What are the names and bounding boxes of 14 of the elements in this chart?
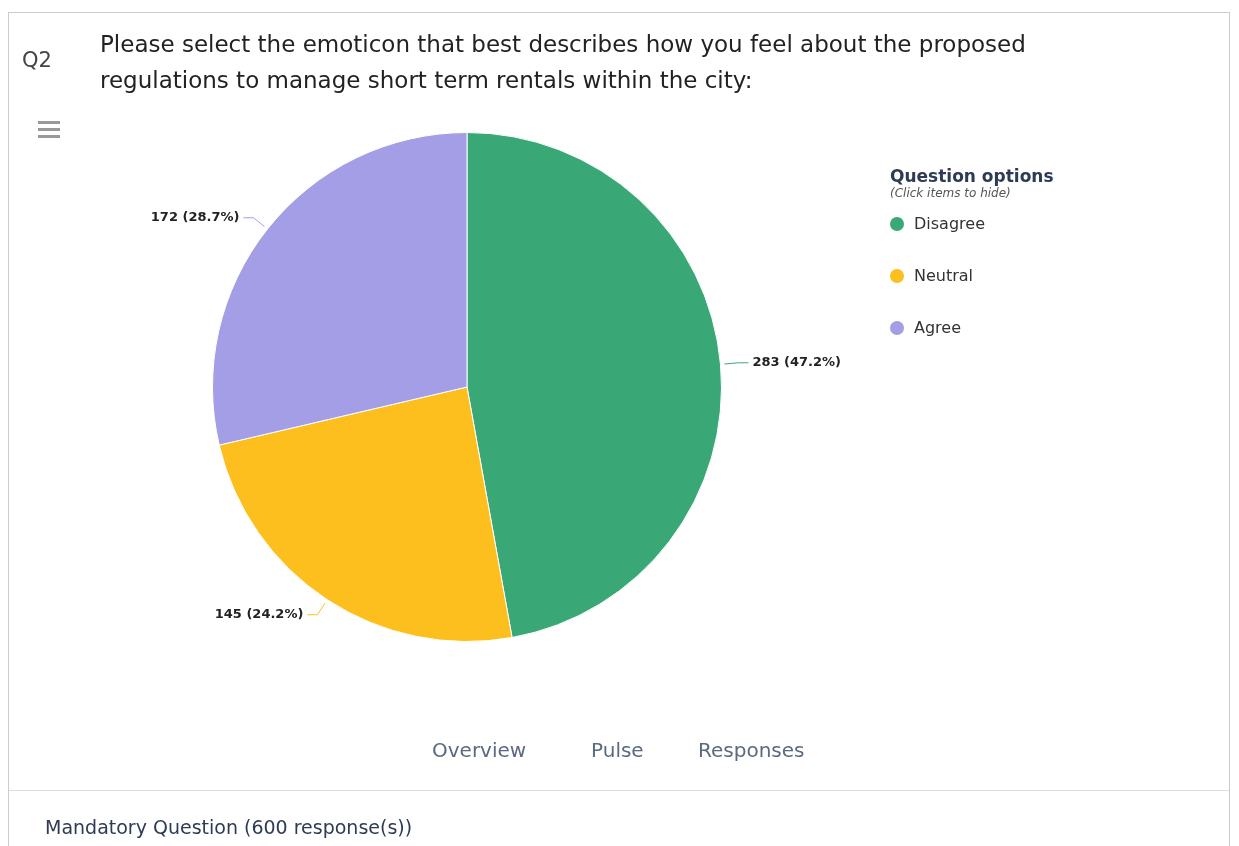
data-label: 283 (47.2%)	[752, 354, 842, 370]
data-label: 172 (28.7%)	[150, 209, 240, 225]
text: Responses	[698, 738, 805, 762]
legend-label: Agree	[914, 318, 962, 337]
data-label: 145 (24.2%)	[214, 606, 304, 622]
legend-label: Disagree	[914, 214, 985, 233]
text: (Click items to hide)	[890, 186, 1012, 200]
text: Pulse	[591, 738, 644, 762]
chart-title: Please select the emoticon that best describes how you feel about the proposed regulations to manage short term rentals within the city:	[100, 30, 1027, 95]
legend-title: Question options	[890, 166, 1054, 186]
text: Mandatory Question (600 response(s))	[45, 816, 413, 838]
text: Q2	[22, 48, 52, 72]
legend-label: Neutral	[914, 266, 974, 285]
text: Overview	[432, 738, 527, 762]
